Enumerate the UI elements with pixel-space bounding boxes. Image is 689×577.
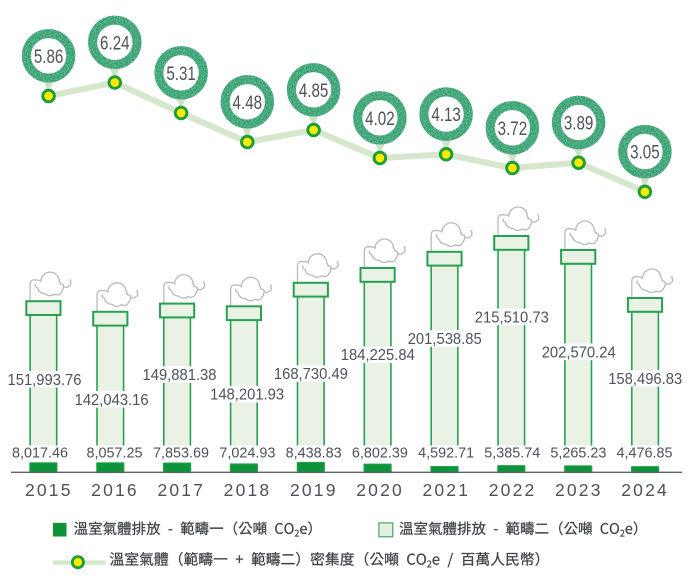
- svg-text:6.24: 6.24: [100, 32, 130, 54]
- svg-text:8,057.25: 8,057.25: [87, 446, 143, 462]
- svg-text:2020: 2020: [356, 480, 402, 500]
- svg-text:2024: 2024: [621, 480, 667, 500]
- svg-text:215,510.73: 215,510.73: [475, 309, 549, 326]
- svg-text:142,043.16: 142,043.16: [75, 392, 149, 409]
- svg-text:168,730.49: 168,730.49: [274, 366, 348, 383]
- svg-text:3.05: 3.05: [630, 142, 660, 164]
- svg-text:3.72: 3.72: [498, 118, 528, 140]
- svg-text:7,024.93: 7,024.93: [219, 446, 275, 462]
- svg-text:8,017.46: 8,017.46: [12, 446, 68, 462]
- svg-text:8,438.83: 8,438.83: [286, 446, 342, 462]
- svg-text:4.48: 4.48: [233, 92, 263, 114]
- svg-text:4.13: 4.13: [431, 104, 461, 126]
- svg-text:7,853.69: 7,853.69: [153, 446, 209, 462]
- svg-text:202,570.24: 202,570.24: [542, 344, 616, 361]
- svg-text:4.85: 4.85: [299, 80, 329, 102]
- svg-text:148,201.93: 148,201.93: [210, 387, 284, 404]
- svg-text:5.31: 5.31: [166, 63, 196, 85]
- svg-text:158,496.83: 158,496.83: [608, 371, 682, 388]
- svg-text:4,476.85: 4,476.85: [617, 446, 673, 462]
- svg-text:5.86: 5.86: [34, 46, 64, 68]
- svg-text:4,592.71: 4,592.71: [418, 446, 474, 462]
- svg-text:5,385.74: 5,385.74: [484, 446, 540, 462]
- svg-text:184,225.84: 184,225.84: [341, 347, 415, 364]
- svg-text:4.02: 4.02: [365, 108, 395, 130]
- svg-text:6,802.39: 6,802.39: [352, 446, 408, 462]
- svg-text:5,265.23: 5,265.23: [550, 446, 606, 462]
- svg-text:3.89: 3.89: [564, 113, 594, 135]
- svg-text:201,538.85: 201,538.85: [408, 331, 482, 348]
- svg-text:151,993.76: 151,993.76: [8, 372, 82, 389]
- svg-text:149,881.38: 149,881.38: [143, 367, 217, 384]
